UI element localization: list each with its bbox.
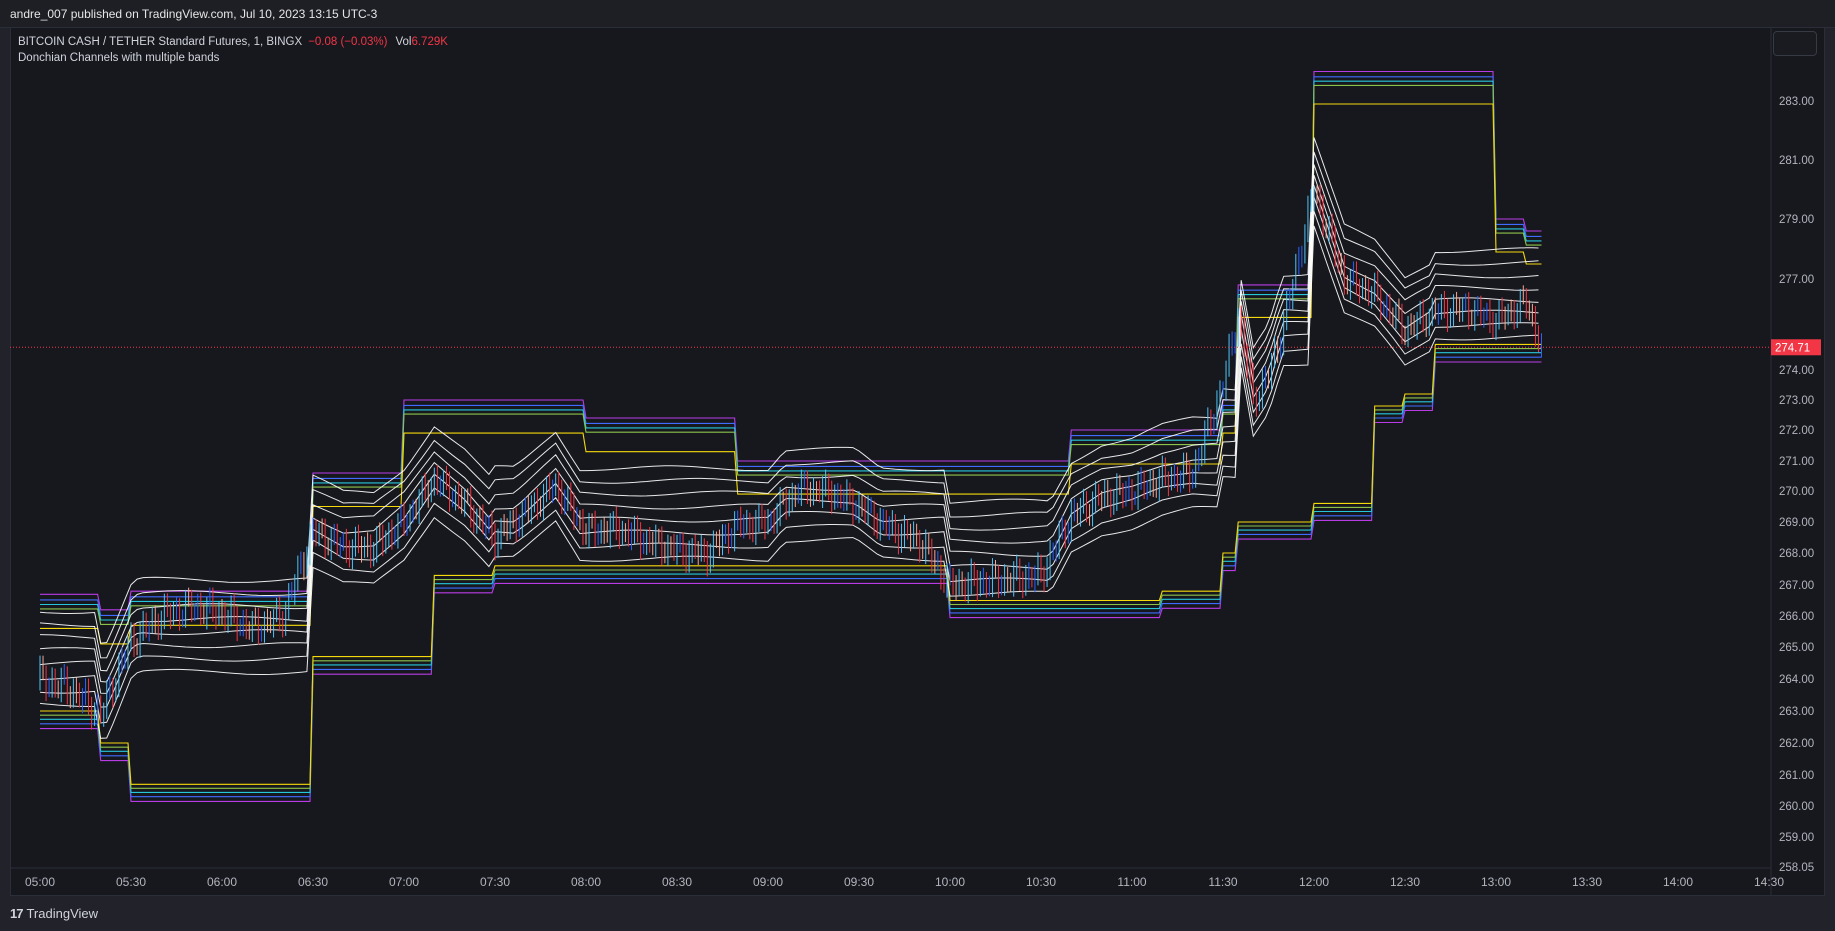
mid-band-line-5: [39, 175, 1539, 683]
x-tick-label: 12:30: [1390, 875, 1420, 889]
donchian-bands: [39, 70, 1542, 802]
volume-label: Vol: [395, 36, 412, 48]
x-tick-label: 12:00: [1299, 875, 1329, 889]
y-tick-label: 260.00: [1779, 801, 1814, 813]
band-1-upper: [40, 70, 1542, 611]
y-tick-label: 271.00: [1779, 456, 1814, 468]
x-tick-label: 10:00: [935, 875, 965, 889]
x-tick-label: 11:00: [1117, 875, 1146, 889]
y-tick-label: 281.00: [1779, 155, 1814, 167]
indicator-title[interactable]: Donchian Channels with multiple bands: [18, 52, 220, 64]
band-5-upper: [40, 103, 1542, 645]
y-tick-label: 266.00: [1779, 611, 1814, 623]
mid-band-line-7: [39, 151, 1539, 659]
x-tick-label: 14:30: [1754, 875, 1784, 889]
chart-settings-button[interactable]: [1773, 31, 1817, 56]
chart-legend: BITCOIN CASH / TETHER Standard Futures, …: [18, 34, 448, 66]
y-tick-label: 263.00: [1779, 706, 1814, 718]
band-1-lower: [40, 361, 1542, 802]
band-2-lower: [40, 356, 1542, 798]
x-tick-label: 07:30: [480, 875, 510, 889]
band-3-upper: [40, 80, 1542, 621]
mid-band-line-2: [39, 211, 1539, 724]
mid-band-line-1: [39, 225, 1539, 739]
mid-band-line-8: [39, 137, 1539, 644]
price-axis[interactable]: 258.05 259.00 260.00 261.00 262.00 263.00 264.…: [1779, 96, 1814, 874]
y-tick-label: 259.00: [1779, 832, 1814, 844]
band-3-lower: [40, 352, 1542, 793]
x-tick-label: 13:30: [1572, 875, 1602, 889]
y-tick-label: 272.00: [1779, 425, 1814, 437]
y-tick-label: 273.00: [1779, 395, 1814, 407]
y-tick-label: 261.00: [1779, 770, 1814, 782]
band-4-upper: [40, 84, 1542, 625]
time-axis[interactable]: 05:00 05:30 06:00 06:30 07:00 07:30 08:00 08:30…: [10, 28, 1784, 896]
x-tick-label: 05:30: [116, 875, 146, 889]
x-tick-label: 07:00: [389, 875, 419, 889]
y-tick-label: 277.00: [1779, 274, 1814, 286]
y-tick-label: 265.00: [1779, 642, 1814, 654]
last-price-label-bg: [1771, 339, 1821, 356]
y-tick-label: 269.00: [1779, 517, 1814, 529]
x-tick-label: 10:30: [1026, 875, 1056, 889]
band-5-lower: [40, 343, 1542, 785]
x-tick-label: 09:30: [844, 875, 874, 889]
volume-value: 6.729K: [411, 36, 448, 48]
x-tick-label: 14:00: [1663, 875, 1693, 889]
footer-brand: 17 TradingView: [10, 906, 98, 921]
band-4-lower: [40, 348, 1542, 789]
y-tick-label: 258.05: [1779, 862, 1814, 874]
y-tick-label: 274.00: [1779, 365, 1814, 377]
x-tick-label: 08:30: [662, 875, 692, 889]
brand-name: TradingView: [26, 906, 99, 921]
x-tick-label: 05:00: [25, 875, 55, 889]
y-tick-label: 283.00: [1779, 96, 1814, 108]
tradingview-logo-icon: 17: [10, 906, 24, 921]
price-change: −0.08 (−0.03%): [308, 36, 388, 48]
x-tick-label: 06:30: [298, 875, 328, 889]
x-tick-label: 11:30: [1208, 875, 1237, 889]
price-bars: [39, 184, 1542, 730]
last-price-marker: 274.71: [10, 339, 1821, 356]
x-tick-label: 08:00: [571, 875, 601, 889]
x-tick-label: 06:00: [207, 875, 237, 889]
symbol-title[interactable]: BITCOIN CASH / TETHER Standard Futures, …: [18, 36, 303, 48]
y-tick-label: 267.00: [1779, 580, 1814, 592]
y-tick-label: 279.00: [1779, 214, 1814, 226]
y-tick-label: 268.00: [1779, 548, 1814, 560]
x-tick-label: 13:00: [1481, 875, 1511, 889]
y-tick-label: 262.00: [1779, 738, 1814, 750]
y-tick-label: 264.00: [1779, 674, 1814, 686]
x-tick-label: 09:00: [753, 875, 783, 889]
last-price-label: 274.71: [1775, 342, 1810, 354]
published-caption: andre_007 published on TradingView.com, …: [10, 7, 378, 21]
mid-band-line-6: [39, 164, 1539, 672]
y-tick-label: 270.00: [1779, 486, 1814, 498]
band-2-upper: [40, 76, 1542, 616]
